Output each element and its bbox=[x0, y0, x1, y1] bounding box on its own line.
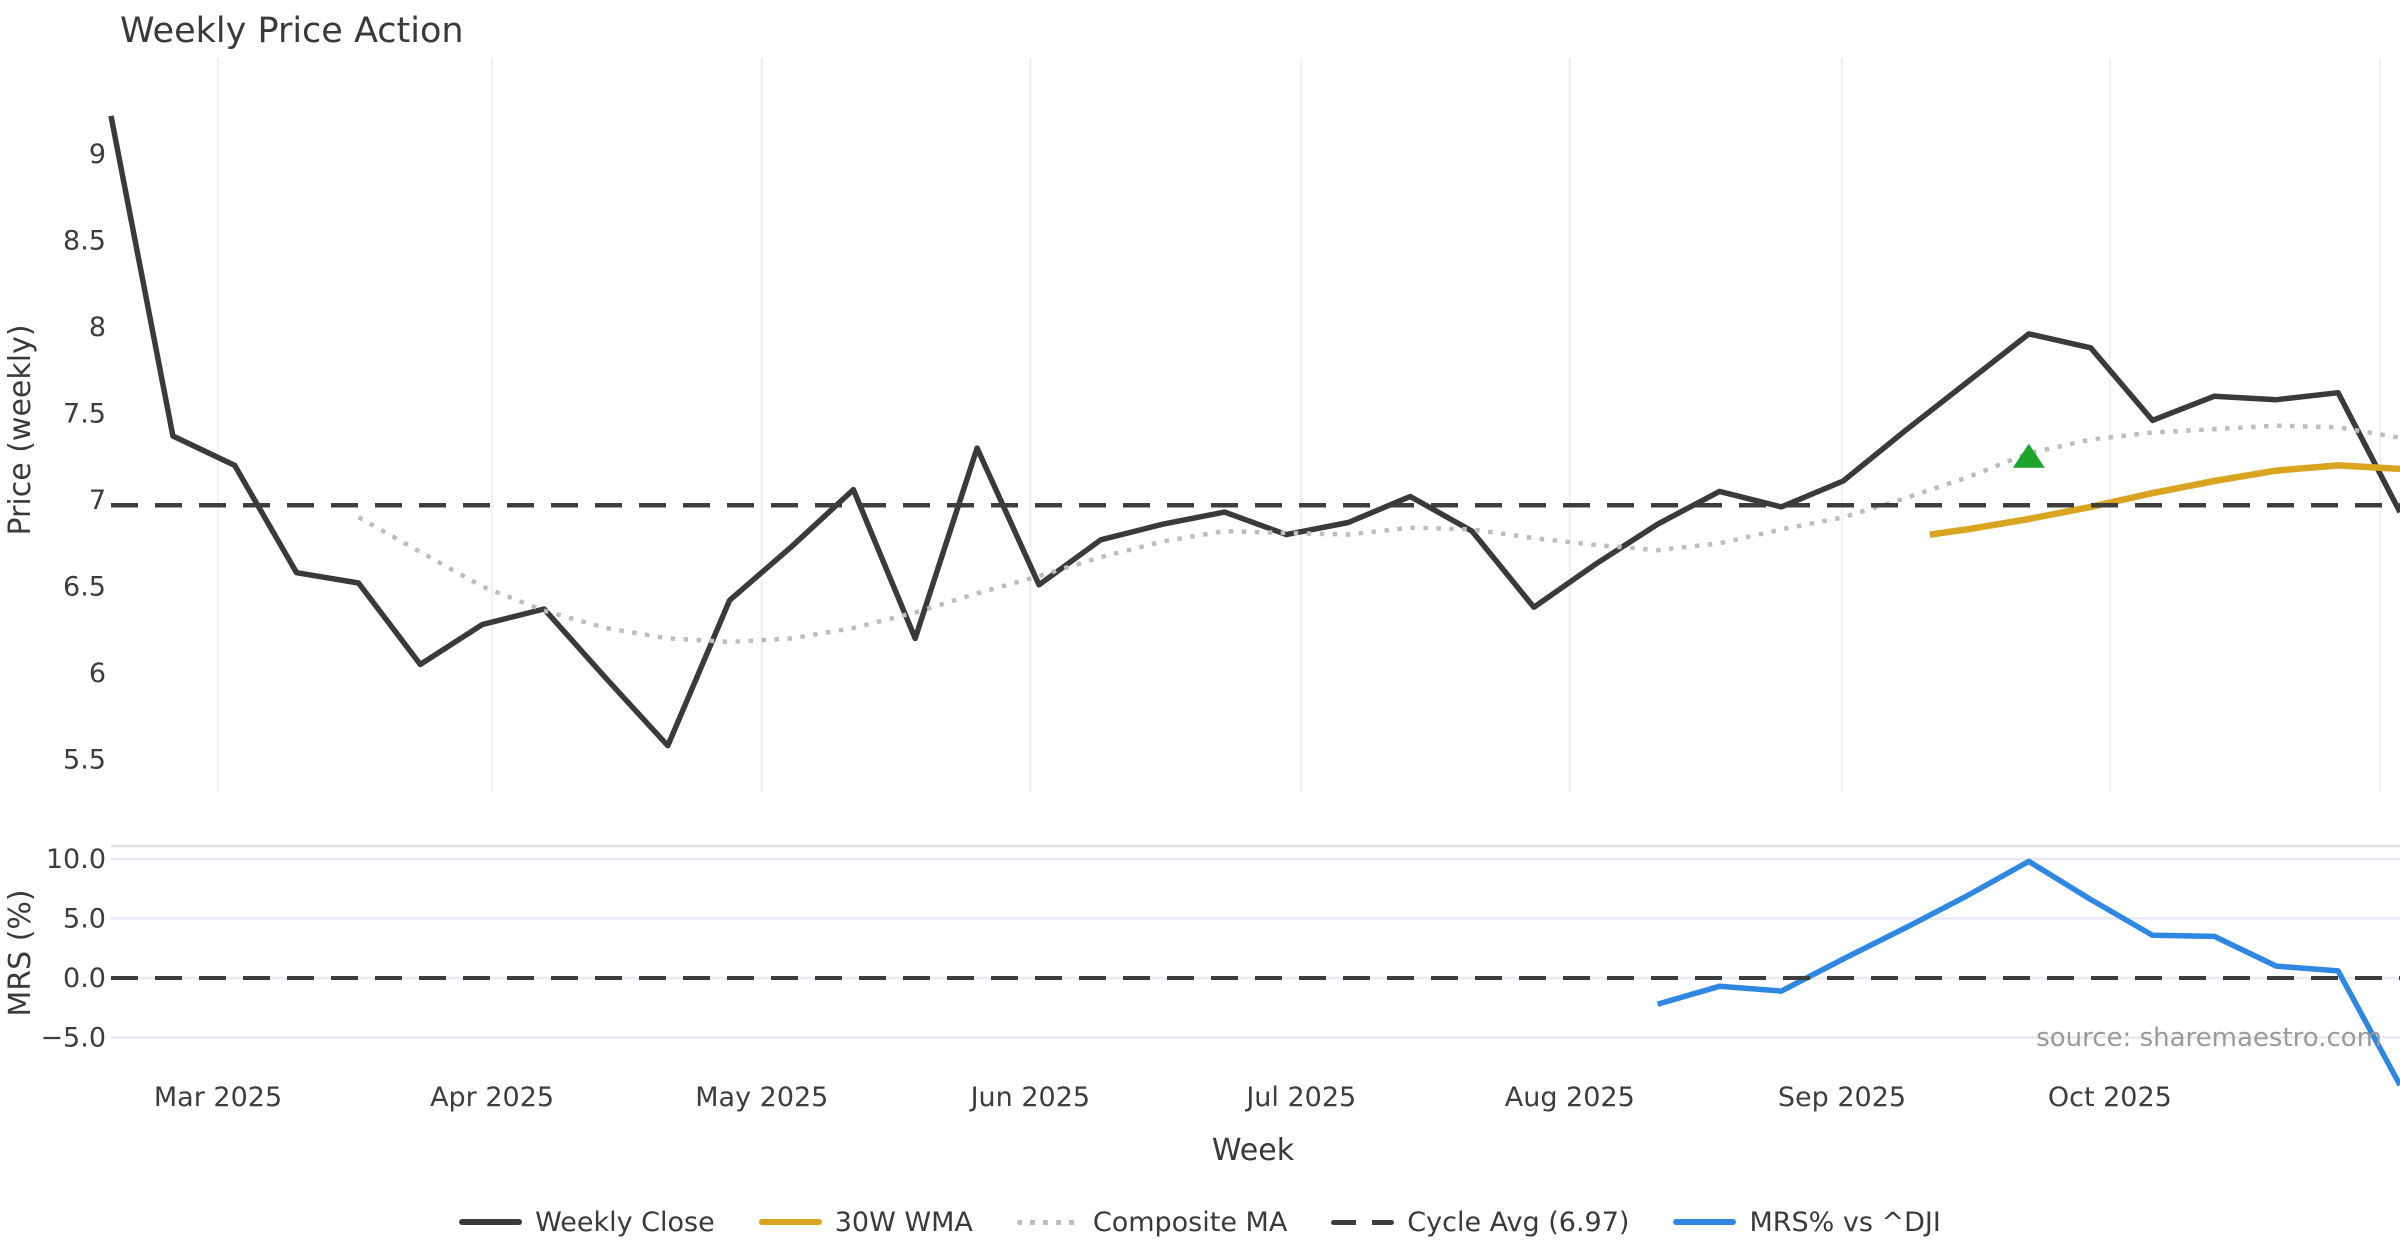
legend-label: Composite MA bbox=[1092, 1206, 1288, 1238]
mrs-line-swatch bbox=[1673, 1219, 1737, 1225]
source-credit: source: sharemaestro.com bbox=[2036, 1023, 2382, 1053]
price-ytick-label: 6.5 bbox=[63, 572, 106, 603]
cycle-avg-dashed-swatch bbox=[1331, 1219, 1395, 1225]
month-tick-label: Jul 2025 bbox=[1244, 1082, 1356, 1113]
legend-label: Weekly Close bbox=[535, 1206, 715, 1238]
legend-item-mrs: MRS% vs ^DJI bbox=[1673, 1206, 1941, 1238]
legend-item-cycle-avg: Cycle Avg (6.97) bbox=[1331, 1207, 1629, 1238]
price-ytick-label: 5.5 bbox=[63, 745, 106, 776]
series-composite-ma bbox=[357, 423, 2400, 645]
wma-line-swatch bbox=[758, 1219, 822, 1225]
legend: Weekly Close 30W WMA Composite MA Cycle … bbox=[0, 1198, 2400, 1246]
x-axis-label: Week bbox=[1212, 1133, 1295, 1168]
weekly-close-line-swatch bbox=[459, 1219, 523, 1225]
price-ytick-label: 8.5 bbox=[63, 226, 106, 257]
month-tick-label: Apr 2025 bbox=[430, 1082, 554, 1113]
chart-title: Weekly Price Action bbox=[120, 11, 464, 51]
legend-label: MRS% vs ^DJI bbox=[1749, 1206, 1941, 1238]
price-ytick-label: 7 bbox=[89, 485, 106, 516]
legend-label: 30W WMA bbox=[834, 1206, 973, 1238]
buy-signal-triangle-icon bbox=[2012, 443, 2045, 468]
mrs-ytick-label: 5.0 bbox=[63, 904, 106, 935]
month-tick-label: Jun 2025 bbox=[969, 1082, 1090, 1113]
price-ytick-label: 8 bbox=[89, 312, 106, 343]
price-ytick-label: 7.5 bbox=[63, 399, 106, 430]
month-tick-label: Aug 2025 bbox=[1505, 1082, 1635, 1113]
series-30w-wma bbox=[1929, 462, 2400, 538]
y-axis-label-mrs: MRS (%) bbox=[3, 889, 38, 1016]
series-weekly-close bbox=[108, 115, 2400, 749]
month-tick-label: Sep 2025 bbox=[1778, 1082, 1906, 1113]
generated-chart-layers: 9 8.5 8 7.5 7 6.5 6 5.5 10.0 5.0 0.0 −5.0 Mar 2025 Ap… bbox=[40, 58, 2400, 1113]
mrs-ytick-label: 10.0 bbox=[46, 844, 106, 875]
legend-item-weekly-close: Weekly Close bbox=[459, 1207, 715, 1238]
y-axis-label-price: Price (weekly) bbox=[3, 324, 38, 535]
mrs-ytick-label: 0.0 bbox=[63, 963, 106, 994]
composite-ma-dotted-swatch bbox=[1016, 1219, 1080, 1225]
price-ytick-label: 6 bbox=[89, 658, 106, 689]
month-tick-label: Mar 2025 bbox=[154, 1082, 282, 1113]
price-ytick-label: 9 bbox=[89, 139, 106, 170]
legend-item-composite-ma: Composite MA bbox=[1016, 1206, 1288, 1238]
month-tick-label: May 2025 bbox=[695, 1082, 828, 1113]
mrs-ytick-label: −5.0 bbox=[40, 1023, 106, 1054]
legend-label: Cycle Avg (6.97) bbox=[1407, 1206, 1630, 1238]
month-tick-label: Oct 2025 bbox=[2048, 1082, 2172, 1113]
legend-item-30w-wma: 30W WMA bbox=[758, 1206, 973, 1238]
series-mrs-vs-dji bbox=[1656, 858, 2400, 1087]
